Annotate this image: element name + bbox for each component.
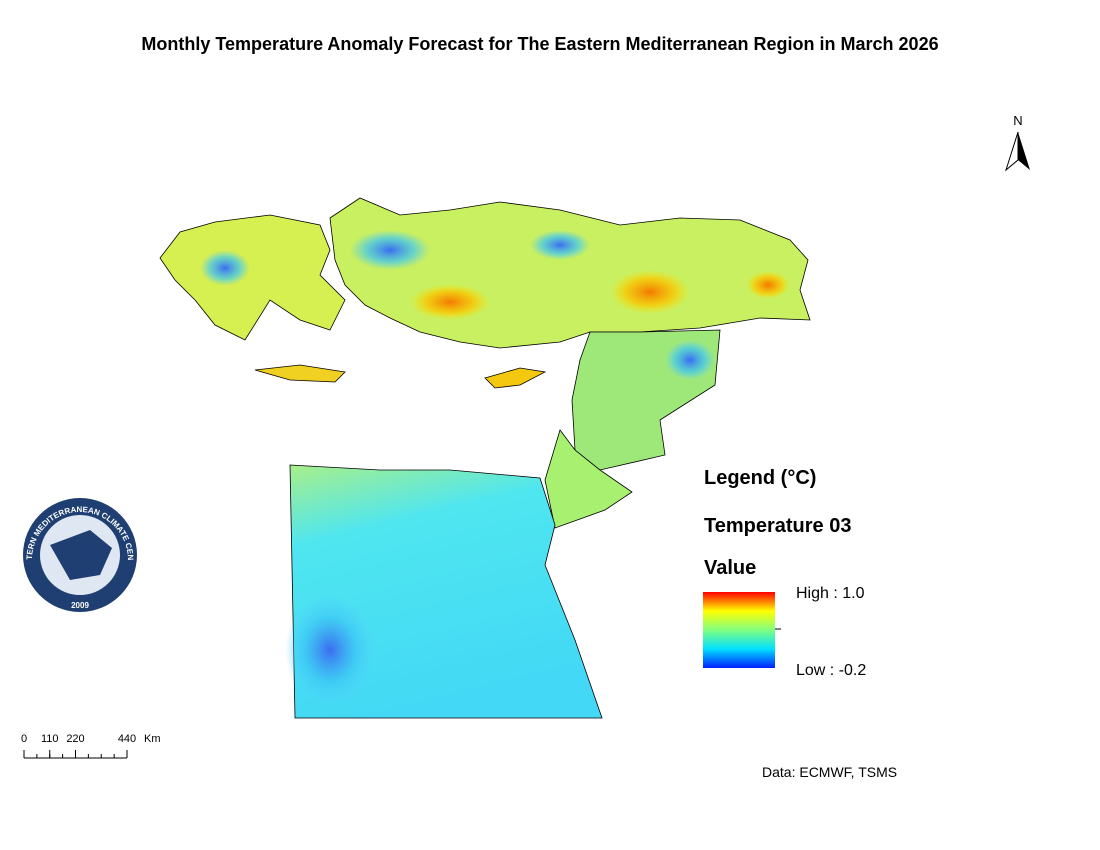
legend-layer: Temperature 03 xyxy=(704,515,851,537)
scale-label: 0 xyxy=(21,733,27,745)
credit: Data: ECMWF, TSMS xyxy=(762,764,897,780)
logo: EASTERN MEDITERRANEAN CLIMATE CENTRE 200… xyxy=(0,0,137,612)
scale-label: 440 xyxy=(118,733,136,745)
logo-name: EASTERN MEDITERRANEAN CLIMATE CENTRE xyxy=(0,0,135,561)
scale-bar: 0 110 220 440 Km xyxy=(21,733,161,759)
cyprus xyxy=(484,367,547,389)
legend-ramp xyxy=(703,592,775,668)
legend-field: Value xyxy=(704,557,756,579)
north-label: N xyxy=(1013,113,1022,128)
scale-unit: Km xyxy=(144,733,161,745)
legend-high: High : 1.0 xyxy=(796,585,865,602)
greece xyxy=(159,214,346,341)
legend-low: Low : -0.2 xyxy=(796,662,866,679)
scale-label: 110 xyxy=(41,733,59,745)
scale-label: 220 xyxy=(66,733,84,745)
anomaly-patches xyxy=(200,230,790,705)
logo-year: 2009 xyxy=(71,601,89,610)
levant xyxy=(544,429,633,529)
title: Monthly Temperature Anomaly Forecast for… xyxy=(141,34,938,54)
north-arrow xyxy=(1018,132,1030,170)
legend-title: Legend (°C) xyxy=(704,467,816,489)
crete xyxy=(254,364,346,383)
logo-name-path: EASTERN MEDITERRANEAN CLIMATE CENTRE xyxy=(0,0,135,561)
turkey xyxy=(329,197,811,349)
north-arrow xyxy=(1005,131,1019,172)
